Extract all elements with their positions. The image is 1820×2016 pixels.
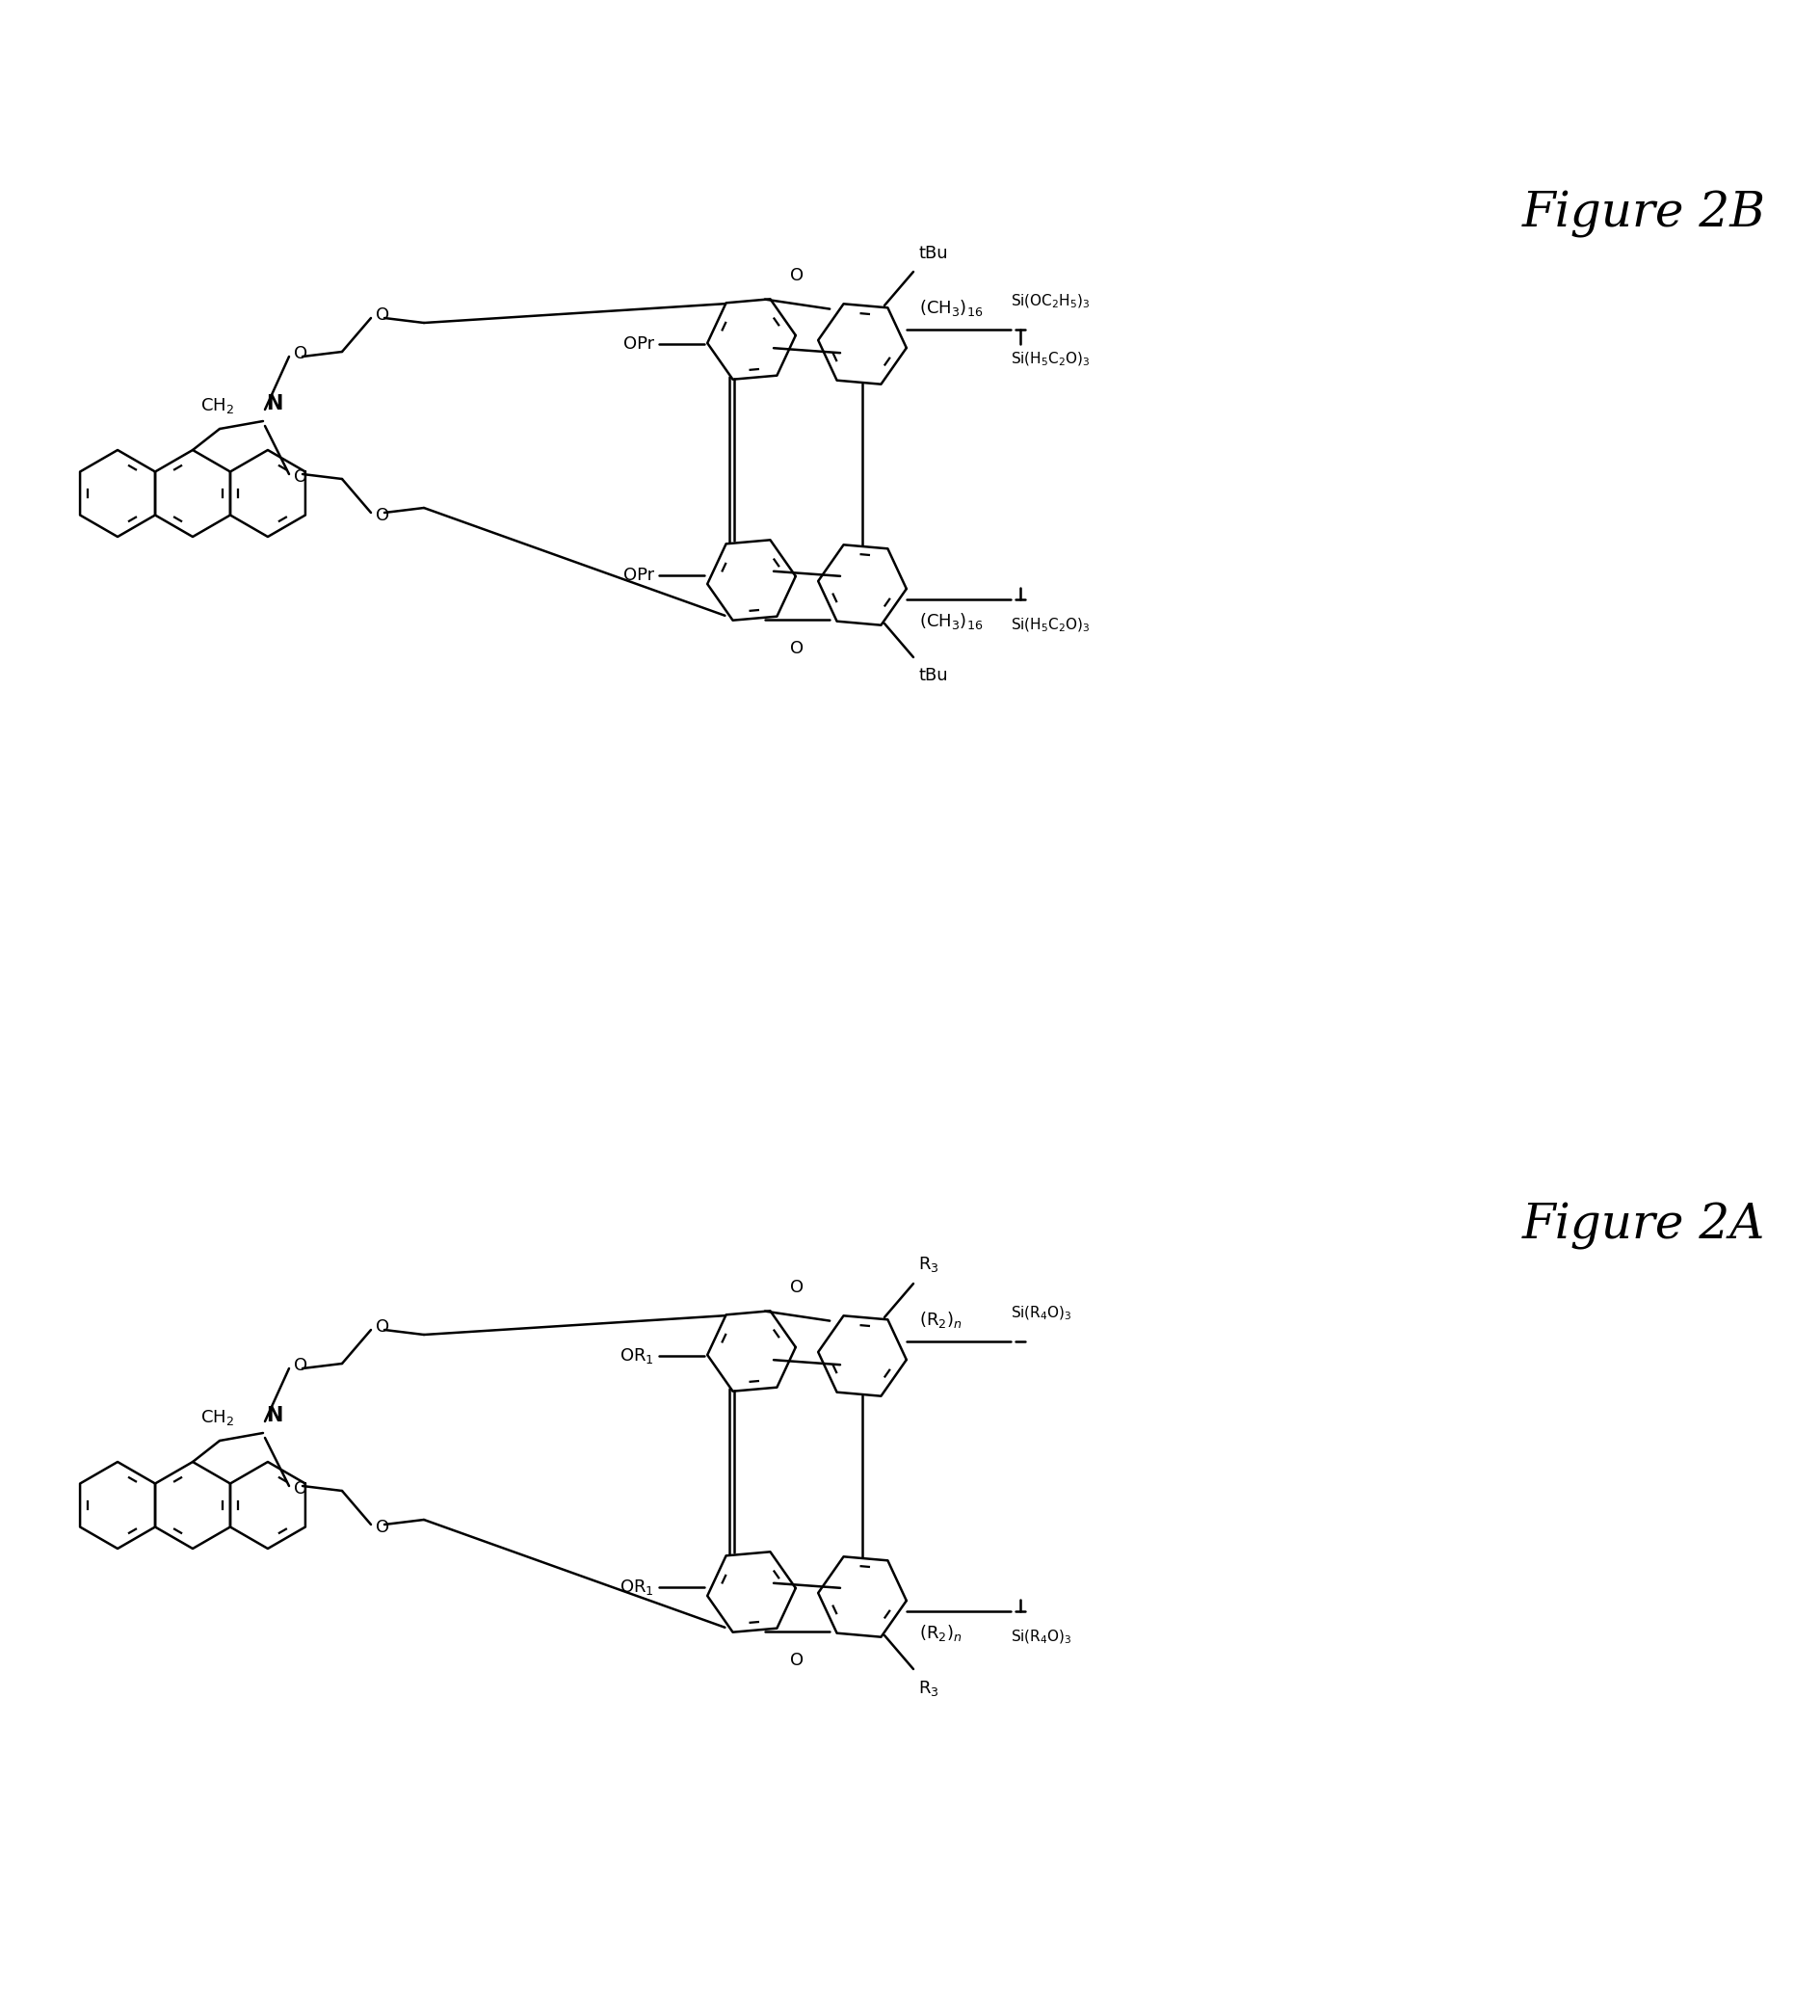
Text: O: O (790, 1651, 804, 1669)
Text: Si(H$_5$C$_2$O)$_3$: Si(H$_5$C$_2$O)$_3$ (1010, 617, 1090, 635)
Text: O: O (790, 639, 804, 657)
Text: O: O (375, 1518, 389, 1536)
Text: (CH$_3$)$_{16}$: (CH$_3$)$_{16}$ (919, 611, 983, 631)
Text: (R$_2$)$_n$: (R$_2$)$_n$ (919, 1310, 963, 1331)
Text: O: O (293, 1357, 308, 1375)
Text: O: O (790, 1278, 804, 1296)
Text: R$_3$: R$_3$ (917, 1254, 939, 1274)
Text: Si(H$_5$C$_2$O)$_3$: Si(H$_5$C$_2$O)$_3$ (1010, 351, 1090, 369)
Text: Si(R$_4$O)$_3$: Si(R$_4$O)$_3$ (1010, 1304, 1072, 1322)
Text: O: O (375, 506, 389, 524)
Text: R$_3$: R$_3$ (917, 1679, 939, 1697)
Text: O: O (293, 1480, 308, 1498)
Text: tBu: tBu (917, 667, 948, 683)
Text: OR$_1$: OR$_1$ (621, 1579, 653, 1597)
Text: Figure 2A: Figure 2A (1522, 1202, 1765, 1250)
Text: O: O (375, 306, 389, 325)
Text: (CH$_3$)$_{16}$: (CH$_3$)$_{16}$ (919, 298, 983, 319)
Text: OPr: OPr (622, 335, 653, 353)
Text: N: N (266, 395, 282, 413)
Text: O: O (293, 345, 308, 363)
Text: CH$_2$: CH$_2$ (200, 1407, 235, 1427)
Text: CH$_2$: CH$_2$ (200, 395, 235, 415)
Text: O: O (293, 468, 308, 486)
Text: (R$_2$)$_n$: (R$_2$)$_n$ (919, 1623, 963, 1643)
Text: O: O (790, 266, 804, 284)
Text: O: O (375, 1318, 389, 1337)
Text: OR$_1$: OR$_1$ (621, 1347, 653, 1365)
Text: Figure 2B: Figure 2B (1522, 190, 1765, 238)
Text: Si(OC$_2$H$_5$)$_3$: Si(OC$_2$H$_5$)$_3$ (1010, 292, 1090, 310)
Text: tBu: tBu (917, 244, 948, 262)
Text: OPr: OPr (622, 566, 653, 585)
Text: Si(R$_4$O)$_3$: Si(R$_4$O)$_3$ (1010, 1629, 1072, 1647)
Text: N: N (266, 1405, 282, 1425)
